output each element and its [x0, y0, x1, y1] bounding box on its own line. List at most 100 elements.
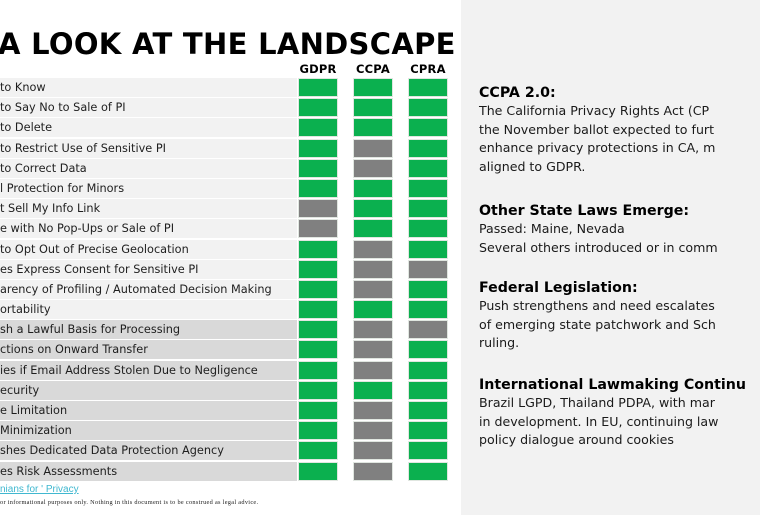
cell-cpra-yes [408, 158, 448, 178]
row-label: to Say No to Sale of PI [0, 98, 297, 118]
cell-cpra-yes [408, 98, 448, 118]
cell-cpra-yes [408, 118, 448, 138]
cell-ccpa-no [353, 401, 393, 420]
row-label: e with No Pop-Ups or Sale of PI [0, 219, 297, 239]
table-row: e Limitation [0, 401, 460, 421]
summary-panel: CCPA 2.0: The California Privacy Rights … [461, 0, 760, 515]
cell-gdpr-yes [298, 380, 338, 400]
row-label: to Opt Out of Precise Geolocation [0, 239, 297, 259]
section-line: the November ballot expected to furt [479, 121, 715, 137]
table-row: l Protection for Minors [0, 178, 460, 199]
cell-ccpa-yes [353, 118, 393, 138]
cell-ccpa-no [353, 421, 393, 441]
cell-cpra-yes [408, 219, 448, 239]
section-heading: Other State Laws Emerge: [479, 203, 690, 219]
row-label: to Correct Data [0, 158, 297, 178]
cell-gdpr-yes [298, 178, 338, 198]
section-line: Passed: Maine, Nevada [479, 221, 625, 236]
cell-ccpa-yes [353, 300, 393, 320]
cell-gdpr-yes [298, 401, 338, 420]
cell-ccpa-yes [353, 219, 393, 239]
table-row: to Restrict Use of Sensitive PI [0, 138, 460, 159]
row-label: l Protection for Minors [0, 178, 297, 198]
cell-cpra-yes [408, 178, 448, 198]
cell-cpra-yes [408, 300, 448, 320]
cell-ccpa-no [353, 320, 393, 340]
cell-ccpa-yes [353, 380, 393, 400]
cell-gdpr-yes [298, 78, 338, 97]
table-row: es Risk Assessments [0, 461, 460, 482]
cell-cpra-yes [408, 441, 448, 461]
footer-link[interactable]: nians for ' Privacy [0, 484, 79, 495]
cell-gdpr-yes [298, 158, 338, 178]
section-line: Push strengthens and need escalates [479, 298, 715, 313]
legal-disclaimer: or informational purposes only. Nothing … [0, 499, 259, 506]
section-line: enhance privacy protections in CA, m [479, 140, 716, 155]
table-row: arency of Profiling / Automated Decision… [0, 279, 460, 300]
cell-ccpa-no [353, 441, 393, 461]
section-heading: International Lawmaking Continu [479, 377, 746, 393]
table-row: ortability [0, 300, 460, 320]
row-label: e Limitation [0, 401, 297, 420]
cell-gdpr-yes [298, 441, 338, 461]
cell-ccpa-no [353, 360, 393, 380]
cell-gdpr-yes [298, 300, 338, 320]
table-row: ctions on Onward Transfer [0, 340, 460, 360]
section-line: aligned to GDPR. [479, 158, 586, 174]
row-label: ctions on Onward Transfer [0, 340, 297, 360]
page-title: A LOOK AT THE LANDSCAPE [0, 27, 456, 61]
column-header-ccpa: CCPA [356, 62, 390, 76]
row-label: t Sell My Info Link [0, 199, 297, 219]
table-row: t Sell My Info Link [0, 199, 460, 219]
table-row: ies if Email Address Stolen Due to Negli… [0, 360, 460, 381]
cell-ccpa-yes [353, 78, 393, 97]
cell-gdpr-yes [298, 340, 338, 360]
row-label: es Risk Assessments [0, 461, 297, 481]
cell-cpra-no [408, 259, 448, 279]
row-label: ortability [0, 300, 297, 320]
cell-gdpr-no [298, 219, 338, 239]
row-label: shes Dedicated Data Protection Agency [0, 441, 297, 461]
cell-ccpa-yes [353, 178, 393, 198]
cell-ccpa-no [353, 279, 393, 299]
table-row: shes Dedicated Data Protection Agency [0, 441, 460, 461]
column-header-cpra: CPRA [410, 62, 446, 76]
column-header-gdpr: GDPR [299, 62, 337, 76]
cell-cpra-yes [408, 340, 448, 360]
cell-gdpr-yes [298, 138, 338, 158]
cell-ccpa-yes [353, 199, 393, 219]
section-line: ruling. [479, 335, 520, 350]
cell-gdpr-yes [298, 461, 338, 481]
cell-ccpa-yes [353, 98, 393, 118]
cell-cpra-yes [408, 421, 448, 441]
cell-ccpa-no [353, 340, 393, 360]
cell-cpra-yes [408, 401, 448, 420]
cell-ccpa-no [353, 158, 393, 178]
table-row: to Opt Out of Precise Geolocation [0, 239, 460, 260]
table-row: to Delete [0, 118, 460, 138]
section-line: Brazil LGPD, Thailand PDPA, with mar [479, 395, 715, 410]
section-line: in development. In EU, continuing law [479, 413, 719, 429]
row-label: arency of Profiling / Automated Decision… [0, 279, 297, 299]
table-row: ecurity [0, 380, 460, 401]
section-line: of emerging state patchwork and Sch [479, 316, 716, 332]
section-heading: Federal Legislation: [479, 280, 638, 296]
section-line: Several others introduced or in comm [479, 239, 718, 255]
table-row: to Know [0, 78, 460, 98]
cell-gdpr-yes [298, 421, 338, 441]
cell-cpra-yes [408, 138, 448, 158]
cell-cpra-yes [408, 380, 448, 400]
row-label: ecurity [0, 380, 297, 400]
cell-gdpr-yes [298, 98, 338, 118]
cell-cpra-yes [408, 239, 448, 259]
section-line: The California Privacy Rights Act (CP [479, 103, 710, 118]
cell-gdpr-no [298, 199, 338, 219]
table-row: es Express Consent for Sensitive PI [0, 259, 460, 280]
cell-gdpr-yes [298, 118, 338, 138]
table-row: sh a Lawful Basis for Processing [0, 320, 460, 340]
cell-gdpr-yes [298, 360, 338, 380]
cell-ccpa-no [353, 239, 393, 259]
section-line: policy dialogue around cookies [479, 432, 674, 447]
row-label: ies if Email Address Stolen Due to Negli… [0, 360, 297, 380]
table-row: e with No Pop-Ups or Sale of PI [0, 219, 460, 239]
